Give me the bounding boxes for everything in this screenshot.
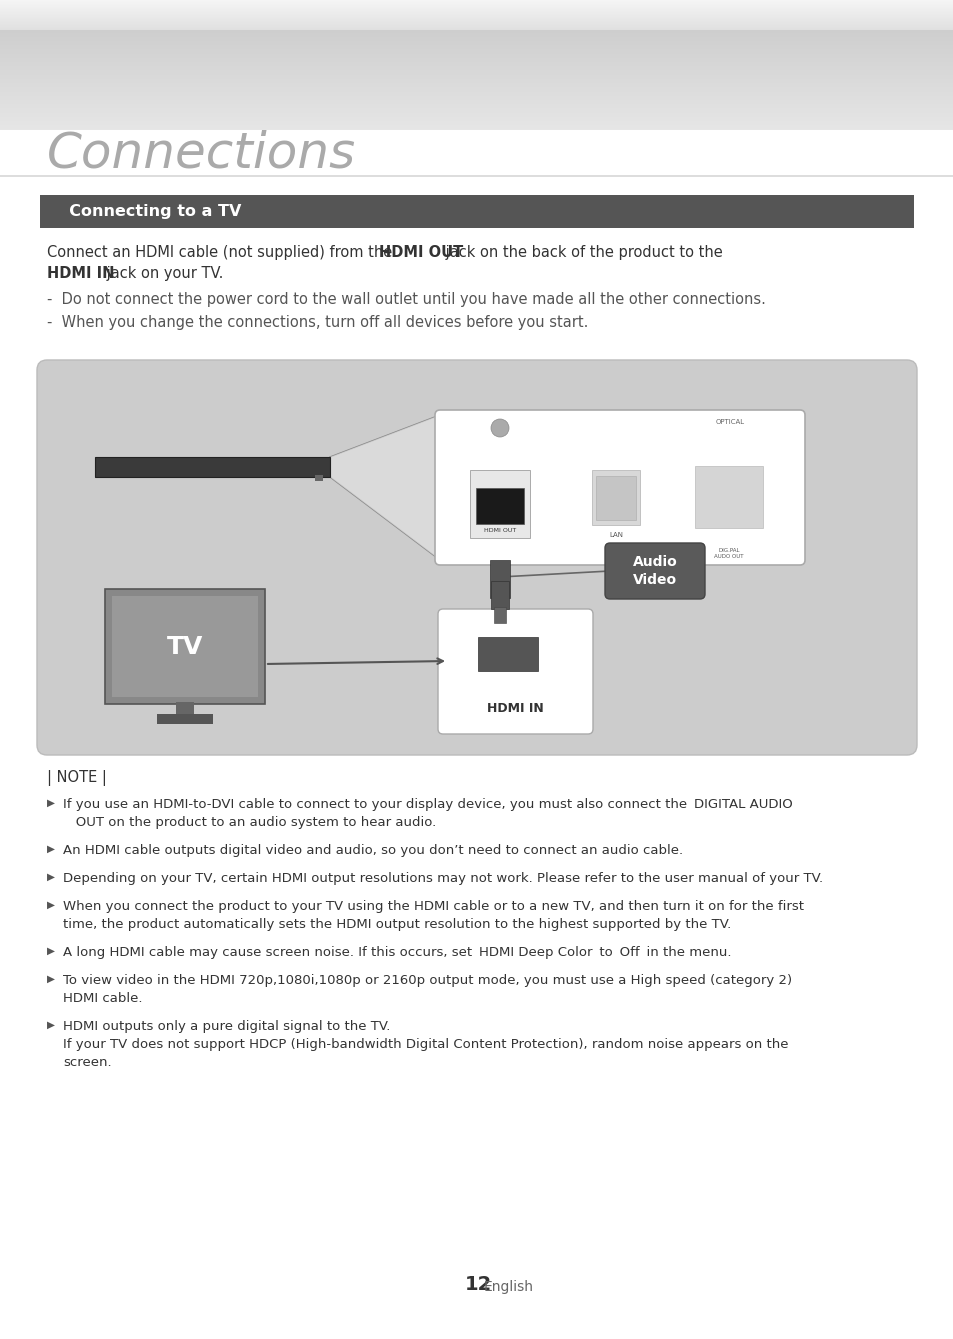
Text: HDMI cable.: HDMI cable. (63, 992, 142, 1006)
FancyBboxPatch shape (435, 410, 804, 565)
Text: If you use an HDMI-to-DVI cable to connect to your display device, you must also: If you use an HDMI-to-DVI cable to conne… (63, 798, 792, 811)
Bar (490, 560, 510, 599)
Text: DIG.PAL
AUDO OUT: DIG.PAL AUDO OUT (714, 548, 743, 558)
Bar (494, 607, 505, 623)
Text: English: English (483, 1280, 534, 1293)
Text: Connect an HDMI cable (not supplied) from the: Connect an HDMI cable (not supplied) fro… (47, 245, 396, 260)
Text: Connections: Connections (47, 130, 355, 178)
Text: To view video in the HDMI 720p,1080i,1080p or 2160p output mode, you must use a : To view video in the HDMI 720p,1080i,108… (63, 973, 791, 987)
Text: HDMI OUT: HDMI OUT (378, 245, 463, 260)
Bar (491, 581, 509, 609)
Text: -  When you change the connections, turn off all devices before you start.: - When you change the connections, turn … (47, 315, 588, 329)
Bar (95, 457, 330, 477)
Text: ▶: ▶ (47, 945, 55, 956)
Text: Video: Video (632, 573, 677, 586)
Text: time, the product automatically sets the HDMI output resolution to the highest s: time, the product automatically sets the… (63, 919, 731, 931)
FancyBboxPatch shape (37, 360, 916, 755)
Bar (477, 637, 537, 671)
Text: ▶: ▶ (47, 973, 55, 984)
Text: jack on the back of the product to the: jack on the back of the product to the (440, 245, 722, 260)
Text: ▶: ▶ (47, 1020, 55, 1030)
Bar (112, 596, 257, 698)
Bar (596, 475, 636, 520)
Text: ▶: ▶ (47, 798, 55, 807)
Text: Connecting to a TV: Connecting to a TV (58, 204, 241, 220)
Bar (175, 702, 193, 715)
Text: An HDMI cable outputs digital video and audio, so you don’t need to connect an a: An HDMI cable outputs digital video and … (63, 844, 682, 857)
Text: OUT on the product to an audio system to hear audio.: OUT on the product to an audio system to… (63, 815, 436, 829)
Text: TV: TV (167, 635, 203, 659)
Text: When you connect the product to your TV using the HDMI cable or to a new TV, and: When you connect the product to your TV … (63, 900, 803, 913)
Text: ▶: ▶ (47, 844, 55, 854)
Bar (470, 470, 530, 538)
Text: ▶: ▶ (47, 872, 55, 882)
Text: Audio: Audio (632, 554, 677, 569)
Text: jack on your TV.: jack on your TV. (102, 266, 223, 281)
Bar (0, 175, 953, 177)
Text: HDMI IN: HDMI IN (487, 703, 543, 715)
Bar (105, 589, 265, 704)
FancyBboxPatch shape (437, 609, 593, 734)
Bar (314, 475, 323, 481)
Bar (40, 195, 913, 228)
Bar (592, 470, 639, 525)
Text: HDMI IN: HDMI IN (47, 266, 114, 281)
Bar (476, 487, 523, 524)
Bar (157, 714, 213, 724)
Text: screen.: screen. (63, 1056, 112, 1069)
Bar (695, 466, 762, 528)
Text: ▶: ▶ (47, 900, 55, 911)
Text: | NOTE |: | NOTE | (47, 770, 107, 786)
Text: Depending on your TV, certain HDMI output resolutions may not work. Please refer: Depending on your TV, certain HDMI outpu… (63, 872, 822, 885)
Text: A long HDMI cable may cause screen noise. If this occurs, set  HDMI Deep Color  : A long HDMI cable may cause screen noise… (63, 945, 731, 959)
Text: HDMI outputs only a pure digital signal to the TV.: HDMI outputs only a pure digital signal … (63, 1020, 390, 1032)
Text: If your TV does not support HDCP (High-bandwidth Digital Content Protection), ra: If your TV does not support HDCP (High-b… (63, 1038, 788, 1051)
Text: -  Do not connect the power cord to the wall outlet until you have made all the : - Do not connect the power cord to the w… (47, 292, 765, 307)
Text: 12: 12 (464, 1275, 492, 1293)
Polygon shape (330, 415, 439, 560)
FancyBboxPatch shape (604, 544, 704, 599)
Circle shape (491, 419, 509, 437)
Text: OPTICAL: OPTICAL (715, 419, 743, 424)
Text: HDMI OUT: HDMI OUT (483, 529, 516, 533)
Text: LAN: LAN (608, 532, 622, 538)
